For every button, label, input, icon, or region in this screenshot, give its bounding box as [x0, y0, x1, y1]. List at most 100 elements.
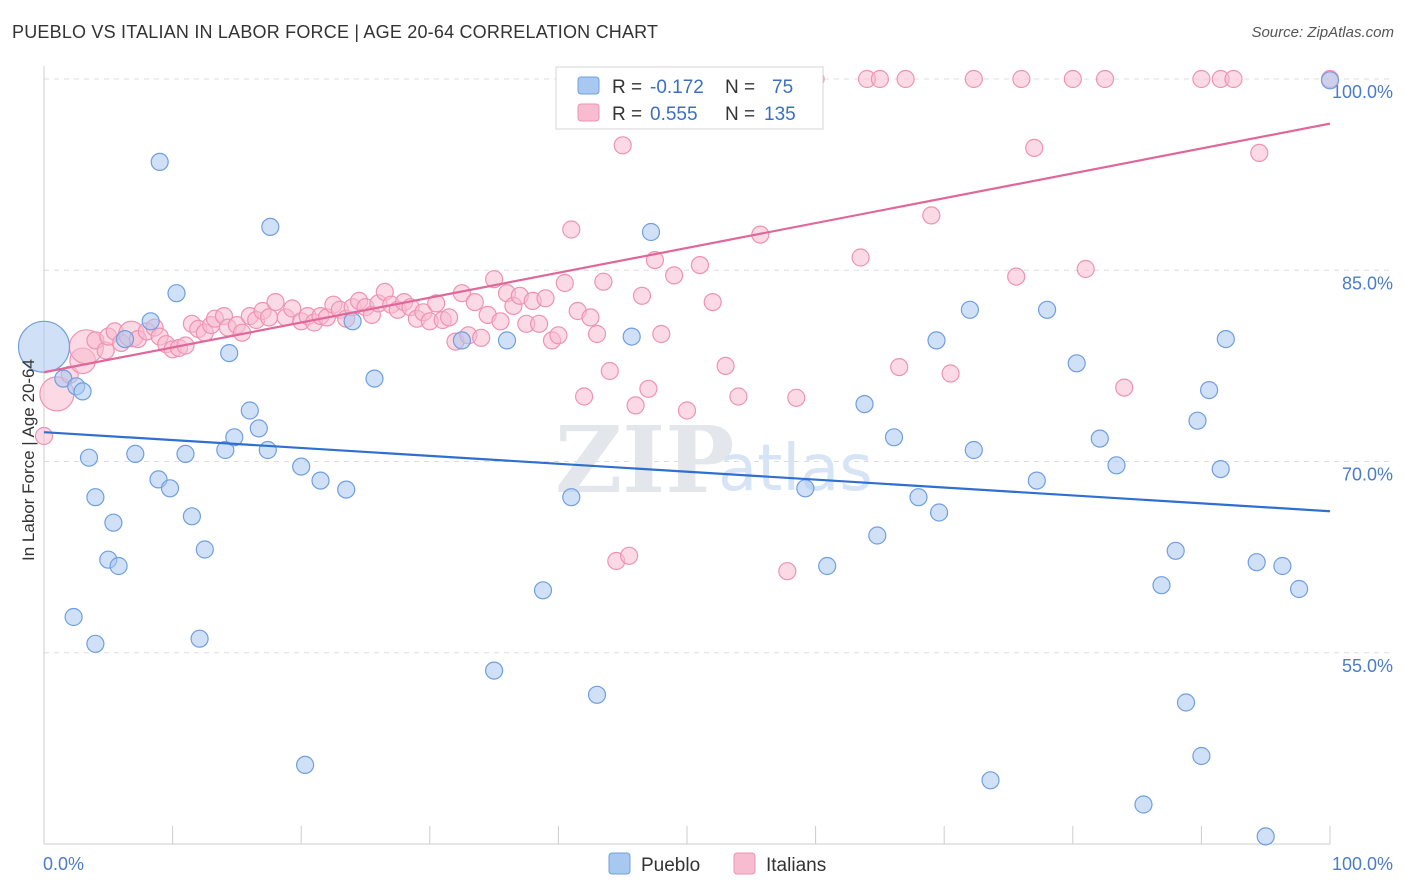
pueblo-point-8 [109, 556, 128, 576]
italians-point-83 [600, 361, 619, 381]
pueblo-point-0 [17, 320, 71, 373]
pueblo-point-45 [855, 395, 874, 414]
italians-point-0 [34, 426, 54, 446]
y-tick-label-1: 70.0% [1342, 465, 1393, 485]
pueblo-point-3 [73, 382, 92, 401]
pueblo-point-68 [1247, 553, 1266, 572]
italians-point-34 [283, 299, 302, 318]
pueblo-point-14 [167, 284, 186, 303]
italians-point-121 [1224, 69, 1243, 89]
legend-r-label-italians: R = [612, 104, 642, 125]
pueblo-point-46 [868, 526, 887, 545]
pueblo-point-9 [64, 607, 83, 627]
pueblo-point-71 [1289, 579, 1309, 599]
italians-point-79 [574, 387, 594, 406]
italians-point-66 [491, 312, 510, 331]
pueblo-point-58 [1107, 456, 1126, 475]
pueblo-point-54 [1027, 471, 1046, 490]
pueblo-point-32 [337, 480, 356, 499]
italians-point-87 [626, 396, 645, 415]
legend: R = -0.172 N = 75 R = 0.555 N = 135 [555, 66, 824, 130]
pueblo-point-59 [1134, 795, 1153, 814]
pueblo-point-24 [225, 428, 244, 447]
italians-point-96 [716, 356, 735, 375]
italians-points [34, 69, 1340, 581]
italians-point-104 [851, 248, 870, 267]
legend-n-label-pueblo: N = [725, 77, 755, 98]
italians-point-94 [690, 256, 710, 275]
italians-point-108 [896, 69, 915, 89]
pueblo-point-28 [261, 217, 280, 236]
italians-point-89 [639, 379, 658, 398]
italians-point-101 [778, 562, 797, 581]
italians-point-109 [922, 206, 941, 225]
grid-lines [44, 78, 1392, 654]
italians-point-112 [1007, 267, 1026, 286]
pueblo-point-42 [641, 222, 661, 242]
legend-swatch-italians [577, 103, 600, 122]
italians-point-82 [594, 272, 613, 291]
pueblo-trend-line [43, 431, 1331, 513]
italians-point-115 [1063, 69, 1082, 89]
italians-point-85 [613, 136, 632, 155]
chart-title: PUEBLO VS ITALIAN IN LABOR FORCE | AGE 2… [12, 22, 659, 42]
pueblo-point-6 [104, 513, 123, 532]
pueblo-point-55 [1037, 300, 1057, 319]
italians-point-117 [1095, 69, 1115, 89]
y-tick-label-3: 100.0% [1332, 82, 1393, 102]
pueblo-point-13 [150, 152, 169, 171]
italians-point-119 [1192, 69, 1211, 89]
italians-point-102 [787, 388, 806, 407]
pueblo-point-40 [587, 685, 607, 704]
legend-r-value-pueblo: -0.172 [650, 77, 704, 98]
y-tick-label-2: 85.0% [1342, 273, 1393, 293]
italians-point-72 [529, 314, 549, 333]
pueblo-point-69 [1256, 827, 1275, 846]
pueblo-point-52 [964, 440, 983, 460]
pueblo-point-49 [927, 331, 946, 350]
italians-point-116 [1076, 259, 1095, 279]
legend-r-label-pueblo: R = [612, 77, 642, 98]
italians-point-31 [259, 308, 279, 327]
italians-point-107 [890, 358, 909, 377]
italians-point-118 [1115, 378, 1134, 397]
y-axis-label: In Labor Force | Age 20-64 [19, 359, 38, 561]
pueblo-point-18 [176, 444, 195, 463]
pueblo-point-70 [1273, 556, 1292, 576]
x-tick-label-1: 100.0% [1332, 854, 1393, 874]
italians-point-73 [536, 289, 555, 308]
pueblo-point-36 [485, 661, 504, 680]
bottom-legend-italians: Italians [766, 855, 826, 876]
pueblo-point-47 [884, 428, 904, 447]
italians-point-93 [677, 401, 697, 420]
italians-point-76 [555, 273, 574, 293]
italians-point-58 [440, 308, 459, 327]
pueblo-point-62 [1176, 693, 1196, 712]
pueblo-point-65 [1192, 746, 1211, 766]
watermark-zip: ZIP [555, 406, 734, 514]
italians-trend-line [43, 122, 1331, 374]
bottom-legend-swatch-pueblo [608, 852, 631, 875]
italians-point-32 [266, 293, 285, 312]
bottom-legend: Pueblo Italians [608, 852, 826, 876]
pueblo-point-53 [981, 771, 1000, 790]
pueblo-point-48 [909, 488, 928, 507]
pueblo-point-25 [240, 401, 259, 420]
pueblo-point-5 [86, 488, 105, 507]
pueblo-point-60 [1152, 576, 1171, 595]
pueblo-point-57 [1090, 429, 1109, 448]
pueblo-point-19 [182, 507, 201, 526]
italians-point-113 [1012, 69, 1031, 89]
pueblo-point-31 [343, 312, 362, 331]
pueblo-point-27 [258, 440, 277, 460]
pueblo-point-61 [1166, 541, 1185, 560]
italians-point-106 [870, 69, 890, 89]
italians-point-110 [941, 364, 960, 383]
pueblo-point-30 [311, 471, 330, 490]
italians-point-81 [587, 324, 607, 344]
italians-point-62 [465, 293, 484, 312]
watermark-atlas: atlas [718, 432, 873, 506]
watermark: ZIP atlas [555, 406, 873, 514]
pueblo-point-33 [365, 369, 384, 388]
